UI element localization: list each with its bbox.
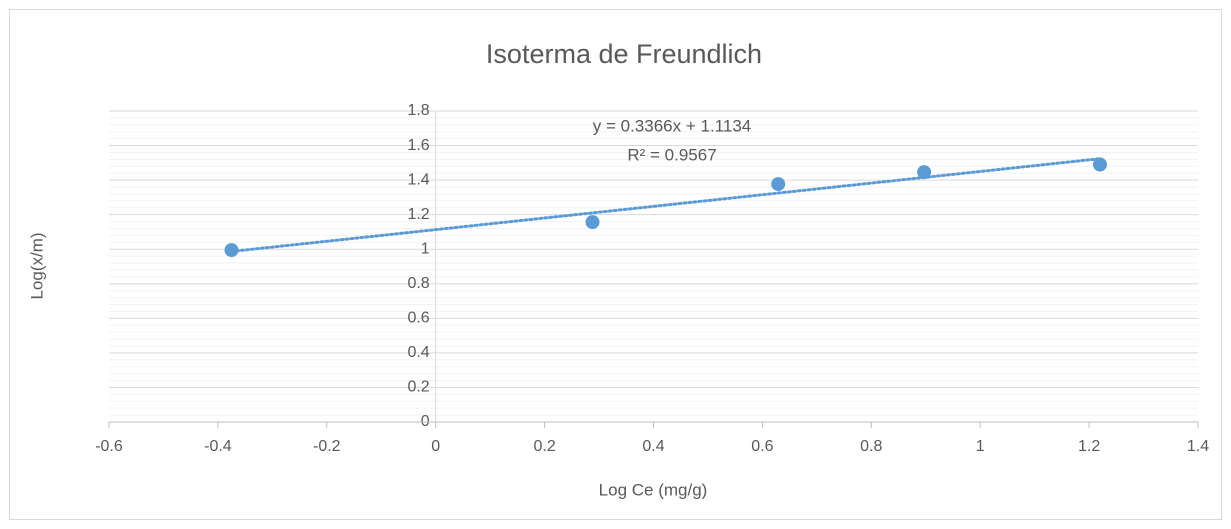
point bbox=[917, 165, 932, 180]
x-tick-label: -0.2 bbox=[313, 438, 341, 455]
y-tick-label: 0.6 bbox=[407, 310, 429, 327]
y-axis-label: Log(x/m) bbox=[27, 232, 46, 299]
point bbox=[585, 215, 600, 230]
y-tick-label: 0.2 bbox=[407, 379, 429, 396]
y-tick-label: 0.4 bbox=[407, 344, 429, 361]
point bbox=[1092, 157, 1107, 172]
y-tick-label: 1.8 bbox=[407, 102, 429, 119]
chart-title: Isoterma de Freundlich bbox=[486, 39, 762, 69]
y-tick-label: 1.4 bbox=[407, 171, 429, 188]
trendline-equation: y = 0.3366x + 1.1134 bbox=[593, 116, 751, 135]
chart-border bbox=[9, 9, 1222, 520]
y-tick-label: 1.2 bbox=[407, 206, 429, 223]
x-tick-label: 1.4 bbox=[1187, 438, 1209, 455]
x-tick-label: -0.6 bbox=[95, 438, 123, 455]
x-tick-label: 0 bbox=[431, 438, 440, 455]
point bbox=[771, 177, 786, 192]
trendline-r-squared: R² = 0.9567 bbox=[627, 145, 716, 164]
y-tick-label: 1 bbox=[421, 240, 430, 257]
x-tick-label: 0.4 bbox=[642, 438, 664, 455]
x-tick-label: -0.4 bbox=[204, 438, 232, 455]
x-tick-label: 0.8 bbox=[860, 438, 882, 455]
trendline bbox=[230, 157, 1102, 253]
x-axis-label: Log Ce (mg/g) bbox=[599, 480, 708, 499]
x-tick-label: 0.2 bbox=[533, 438, 555, 455]
y-tick-label: 1.6 bbox=[407, 137, 429, 154]
x-tick-label: 0.6 bbox=[751, 438, 773, 455]
x-tick-label: 1.2 bbox=[1078, 438, 1100, 455]
point bbox=[224, 243, 239, 258]
x-tick-label: 1 bbox=[976, 438, 985, 455]
y-tick-label: 0.8 bbox=[407, 275, 429, 292]
